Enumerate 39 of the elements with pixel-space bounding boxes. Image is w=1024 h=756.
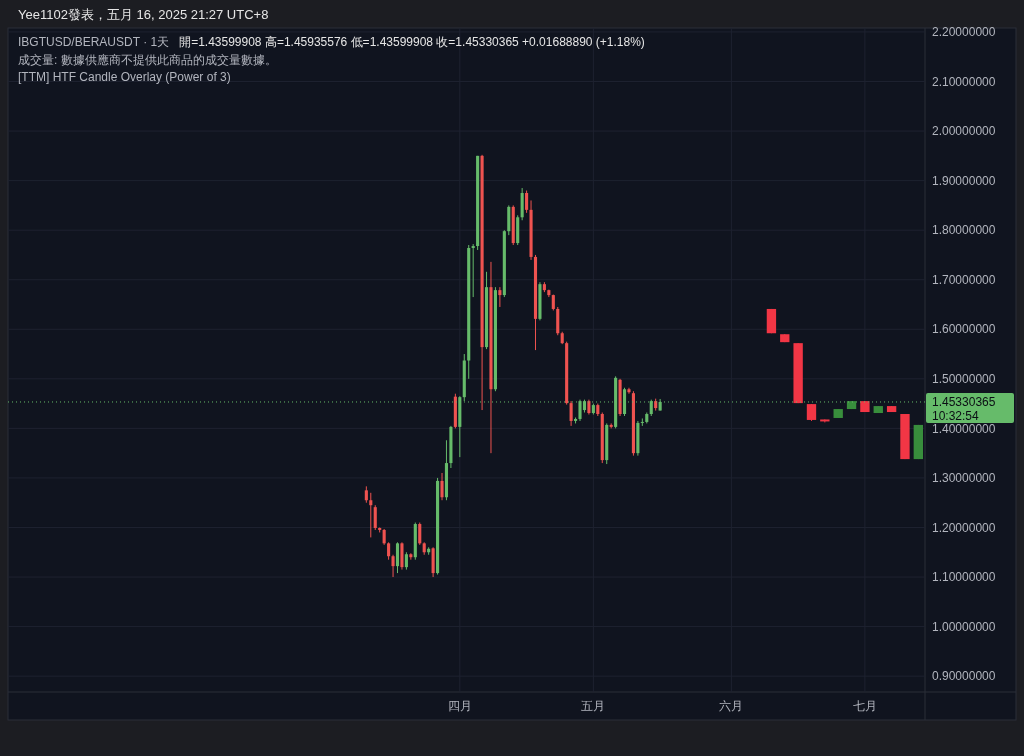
- text: Yee1102發表，五月 16, 2025 21:27 UTC+8: [18, 7, 269, 22]
- x-tick-label: 七月: [852, 699, 877, 713]
- y-tick-label: 1.50000000: [932, 372, 996, 387]
- candlestick: [627, 387, 631, 395]
- x-tick-label: 五月: [581, 699, 606, 713]
- candlestick: [391, 554, 395, 578]
- y-tick-label: 1.30000000: [932, 471, 996, 486]
- annotation: 成交量: 數據供應商不提供此商品的成交量數據。: [18, 53, 277, 67]
- y-tick-label: 1.80000000: [932, 223, 996, 238]
- x-tick-label: 四月: [447, 699, 472, 713]
- y-tick-label: 1.20000000: [932, 520, 996, 535]
- text: IBGTUSD/BERAUSDT · 1天: [18, 35, 170, 49]
- y-tick-label: 2.10000000: [932, 74, 996, 89]
- candlestick: [418, 522, 422, 546]
- candlestick: [440, 472, 444, 501]
- candlestick: [373, 504, 377, 531]
- y-tick-label: 1.60000000: [932, 322, 996, 337]
- candlestick: [640, 417, 644, 427]
- y-tick-label: 0.90000000: [932, 669, 996, 684]
- ref-line-label: 1.45330365: [932, 395, 996, 410]
- text: 開=1.43599908 高=1.45935576 低=1.43599908 收=1.45330365 +0.01688890 (+1.18%): [179, 35, 645, 49]
- candlestick: [525, 190, 529, 214]
- candlestick: [471, 243, 475, 298]
- x-tick-label: 六月: [719, 699, 744, 713]
- candlestick: [400, 541, 404, 571]
- text: 10:32:54: [932, 409, 980, 424]
- y-tick-label: 1.90000000: [932, 173, 996, 188]
- y-tick-label: 1.70000000: [932, 272, 996, 287]
- candlestick: [409, 552, 413, 561]
- candlestick: [498, 286, 502, 308]
- y-tick-label: 2.20000000: [932, 25, 996, 40]
- y-tick-label: 1.40000000: [932, 421, 996, 436]
- candlestick: [395, 541, 400, 574]
- candlestick: [569, 400, 573, 427]
- candlestick: [369, 492, 373, 538]
- y-tick-label: 1.00000000: [932, 619, 996, 634]
- y-tick-label: 1.10000000: [932, 570, 996, 585]
- y-tick-label: 2.00000000: [932, 124, 996, 139]
- annotation: [TTM] HTF Candle Overlay (Power of 3): [18, 70, 231, 84]
